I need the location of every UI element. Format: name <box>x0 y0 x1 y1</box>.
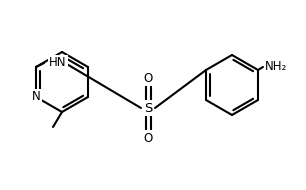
Text: NH₂: NH₂ <box>265 60 287 74</box>
Text: O: O <box>144 71 153 85</box>
Text: S: S <box>144 101 152 115</box>
Text: HN: HN <box>49 56 66 70</box>
Text: N: N <box>32 90 40 104</box>
Text: O: O <box>144 131 153 145</box>
